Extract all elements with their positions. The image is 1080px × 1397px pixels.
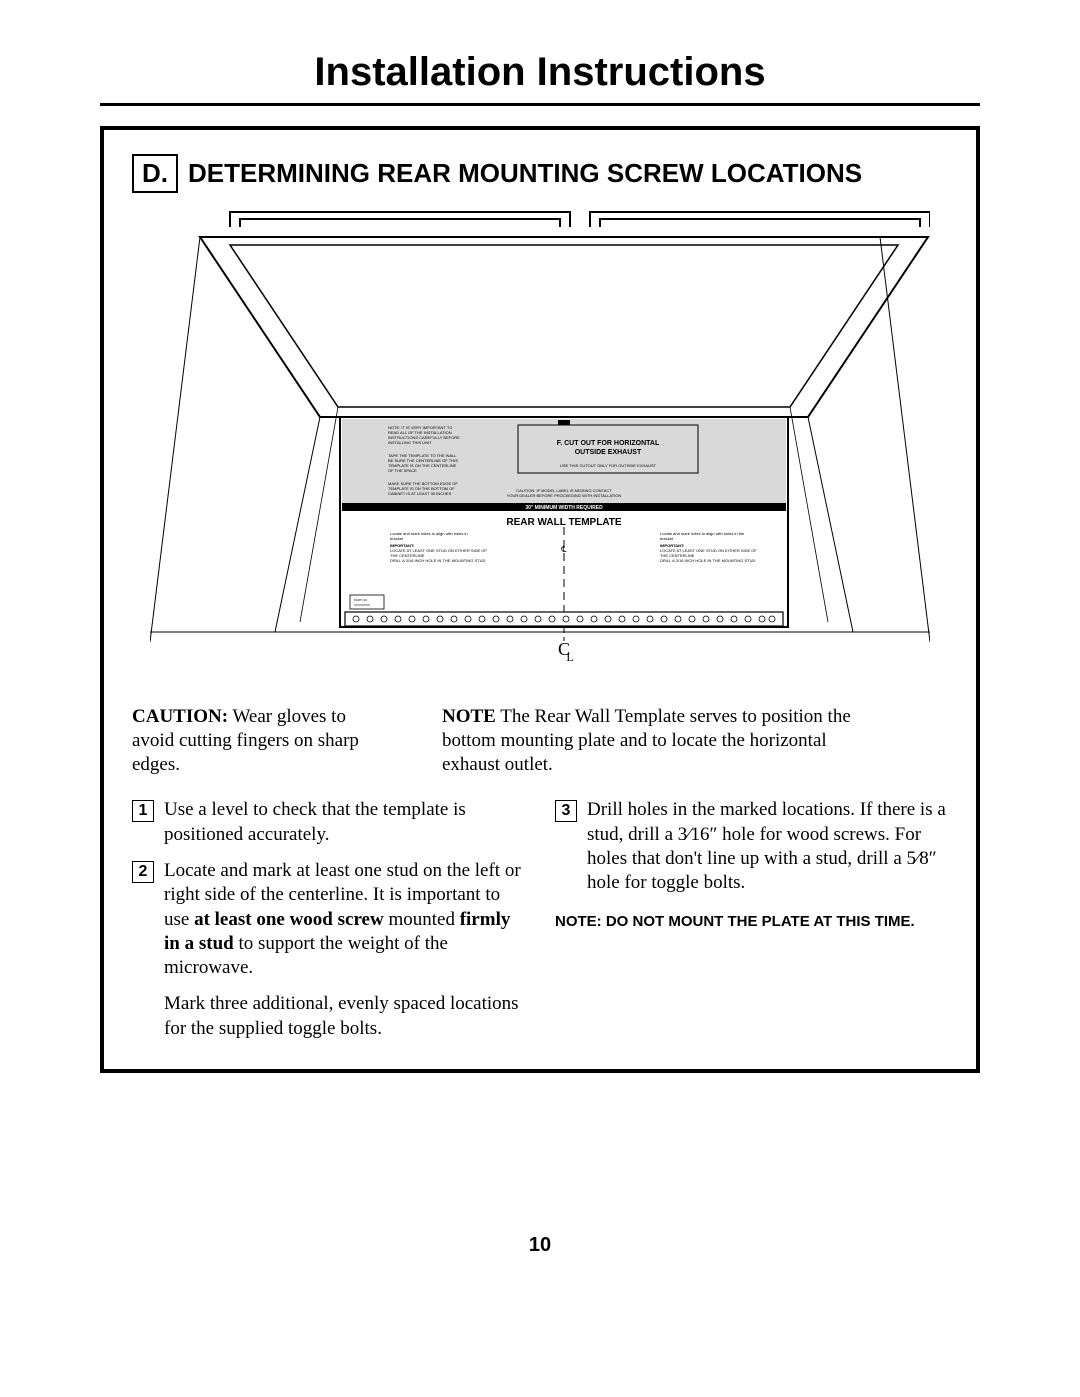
svg-text:bracket: bracket (660, 536, 674, 541)
svg-text:OF THE SPACE: OF THE SPACE (388, 468, 417, 473)
content-frame: D. DETERMINING REAR MOUNTING SCREW LOCAT… (100, 126, 980, 1073)
svg-text:YOUR DEALER BEFORE PROCEEDING: YOUR DEALER BEFORE PROCEEDING WITH INSTA… (507, 493, 622, 498)
note-top: NOTE The Rear Wall Template serves to po… (442, 705, 862, 776)
diagram-container: F. CUT OUT FOR HORIZONTAL OUTSIDE EXHAUS… (132, 207, 948, 677)
step-2-extra: Mark three additional, evenly spaced loc… (164, 992, 525, 1041)
svg-text:DRILL A 3/16 INCH HOLE IN THE: DRILL A 3/16 INCH HOLE IN THE MOUNTING S… (390, 558, 485, 563)
step-text-1: Use a level to check that the template i… (164, 798, 525, 847)
caution-label: CAUTION: (132, 706, 228, 727)
svg-text:DRILL A 3/16 INCH HOLE IN THE: DRILL A 3/16 INCH HOLE IN THE MOUNTING S… (660, 558, 755, 563)
notes-row: CAUTION: Wear gloves to avoid cutting fi… (132, 705, 948, 776)
step-2: 2 Locate and mark at least one stud on t… (132, 859, 525, 981)
svg-text:℄: ℄ (560, 545, 567, 554)
svg-text:30" MINIMUM WIDTH REQUIRED: 30" MINIMUM WIDTH REQUIRED (525, 505, 603, 511)
steps-right-col: 3 Drill holes in the marked locations. I… (555, 798, 948, 1041)
section-letter: D. (132, 154, 178, 193)
page-number: 10 (0, 1234, 1080, 1257)
step-1: 1 Use a level to check that the template… (132, 798, 525, 847)
svg-text:CABINET IS AT LEAST 30 INCHES: CABINET IS AT LEAST 30 INCHES (388, 491, 452, 496)
steps-left-col: 1 Use a level to check that the template… (132, 798, 525, 1041)
section-header: D. DETERMINING REAR MOUNTING SCREW LOCAT… (132, 154, 948, 193)
svg-text:XXXXXXXX: XXXXXXXX (354, 603, 370, 607)
svg-text:F. CUT OUT FOR HORIZONTAL: F. CUT OUT FOR HORIZONTAL (557, 440, 660, 447)
note-text: The Rear Wall Template serves to positio… (442, 706, 851, 775)
svg-text:PART NO.: PART NO. (354, 598, 368, 602)
step-text-3: Drill holes in the marked locations. If … (587, 798, 948, 895)
svg-text:USE THIS CUTOUT ONLY FOR OUTSI: USE THIS CUTOUT ONLY FOR OUTSIDE EXHAUST (560, 463, 657, 468)
svg-text:REAR WALL TEMPLATE: REAR WALL TEMPLATE (506, 517, 622, 528)
step-3: 3 Drill holes in the marked locations. I… (555, 798, 948, 895)
note-label: NOTE (442, 706, 496, 727)
step-num-1: 1 (132, 800, 154, 822)
template-diagram: F. CUT OUT FOR HORIZONTAL OUTSIDE EXHAUS… (150, 207, 930, 677)
svg-text:INSTALLING THIS UNIT: INSTALLING THIS UNIT (388, 440, 432, 445)
caution-note: CAUTION: Wear gloves to avoid cutting fi… (132, 705, 382, 776)
step-num-2: 2 (132, 861, 154, 883)
final-note: NOTE: DO NOT MOUNT THE PLATE AT THIS TIM… (555, 912, 948, 931)
page-title: Installation Instructions (100, 0, 980, 106)
step-num-3: 3 (555, 800, 577, 822)
steps-row: 1 Use a level to check that the template… (132, 798, 948, 1041)
svg-text:bracket: bracket (390, 536, 404, 541)
step-text-2: Locate and mark at least one stud on the… (164, 859, 525, 981)
svg-text:OUTSIDE EXHAUST: OUTSIDE EXHAUST (575, 449, 642, 456)
svg-text:L: L (566, 650, 573, 664)
section-title: DETERMINING REAR MOUNTING SCREW LOCATION… (188, 158, 862, 189)
